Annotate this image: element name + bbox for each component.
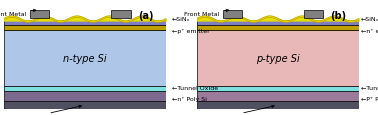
Text: Front Metal: Front Metal [0, 10, 36, 17]
Text: Front Metal: Front Metal [184, 10, 229, 17]
FancyBboxPatch shape [197, 92, 359, 101]
FancyBboxPatch shape [4, 26, 166, 31]
Text: ←Tunnel Oxide: ←Tunnel Oxide [361, 85, 378, 90]
FancyBboxPatch shape [197, 101, 359, 109]
Text: ←SiNₓ: ←SiNₓ [172, 17, 191, 22]
Text: ←n⁺ emitter: ←n⁺ emitter [361, 29, 378, 34]
FancyBboxPatch shape [197, 21, 359, 26]
Text: ←n⁺ Poly Si: ←n⁺ Poly Si [172, 96, 207, 101]
FancyBboxPatch shape [197, 26, 359, 31]
Text: ←p⁺ emitter: ←p⁺ emitter [172, 29, 210, 34]
FancyBboxPatch shape [197, 86, 359, 92]
Text: Back Metal: Back Metal [11, 105, 81, 115]
Text: (a): (a) [138, 11, 153, 21]
Text: ←SiNₓ: ←SiNₓ [361, 17, 378, 22]
Text: n-type Si: n-type Si [63, 54, 107, 64]
FancyBboxPatch shape [4, 101, 166, 109]
FancyBboxPatch shape [4, 92, 166, 101]
FancyBboxPatch shape [223, 11, 242, 19]
FancyBboxPatch shape [4, 86, 166, 92]
FancyBboxPatch shape [4, 21, 166, 26]
FancyBboxPatch shape [111, 11, 130, 19]
Text: ←P⁺ Poly Si: ←P⁺ Poly Si [361, 96, 378, 101]
FancyBboxPatch shape [304, 11, 323, 19]
FancyBboxPatch shape [30, 11, 49, 19]
FancyBboxPatch shape [197, 31, 359, 86]
FancyBboxPatch shape [4, 31, 166, 86]
Text: ←Tunnel Oxide: ←Tunnel Oxide [172, 85, 218, 90]
Text: Back Metal: Back Metal [204, 105, 274, 115]
Text: p-type Si: p-type Si [256, 54, 300, 64]
Text: (b): (b) [330, 11, 346, 21]
